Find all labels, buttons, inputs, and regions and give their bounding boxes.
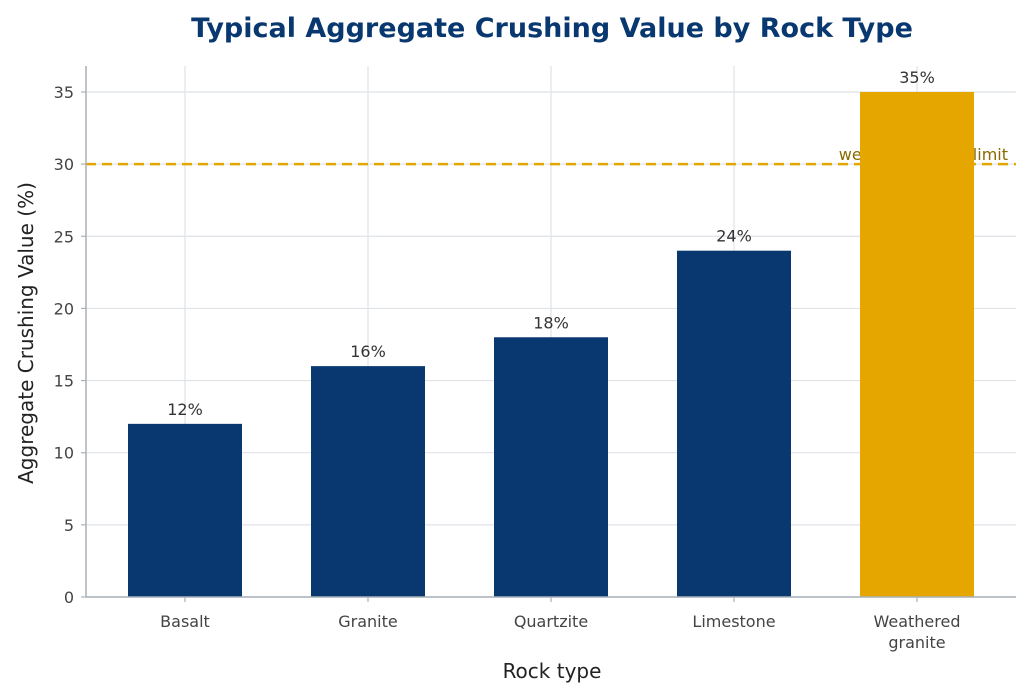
- bar: [311, 366, 425, 597]
- y-tick-label: 5: [64, 516, 74, 535]
- bar: [860, 91, 974, 597]
- y-tick-label: 0: [64, 588, 74, 607]
- x-tick-label: Limestone: [692, 612, 775, 631]
- data-label: 18%: [533, 313, 569, 332]
- bar: [128, 423, 242, 597]
- y-tick-label: 15: [54, 372, 74, 391]
- x-tick-label: Weathered: [873, 612, 960, 631]
- y-tick-label: 25: [54, 227, 74, 246]
- y-tick-label: 35: [54, 83, 74, 102]
- y-tick-label: 20: [54, 299, 74, 318]
- bar: [677, 250, 791, 597]
- tick-labels: 0 5 10 15 20 25 30 35 Basalt Granite Quartzite Lime…: [54, 83, 961, 652]
- data-label: 35%: [899, 68, 935, 87]
- x-axis-label: Rock type: [503, 659, 602, 683]
- y-axis-label: Aggregate Crushing Value (%): [14, 182, 38, 484]
- bar: [494, 337, 608, 597]
- data-label: 12%: [167, 400, 203, 419]
- y-tick-label: 30: [54, 155, 74, 174]
- chart-title: Typical Aggregate Crushing Value by Rock…: [191, 13, 913, 44]
- data-label: 24%: [716, 227, 752, 246]
- y-tick-label: 10: [54, 444, 74, 463]
- bars-group: 12% 16% 18% 24% 35%: [128, 68, 974, 597]
- data-label: 16%: [350, 342, 386, 361]
- x-tick-label: Quartzite: [514, 612, 588, 631]
- x-tick-label: granite: [888, 633, 945, 652]
- x-tick-label: Basalt: [160, 612, 210, 631]
- x-tick-label: Granite: [338, 612, 397, 631]
